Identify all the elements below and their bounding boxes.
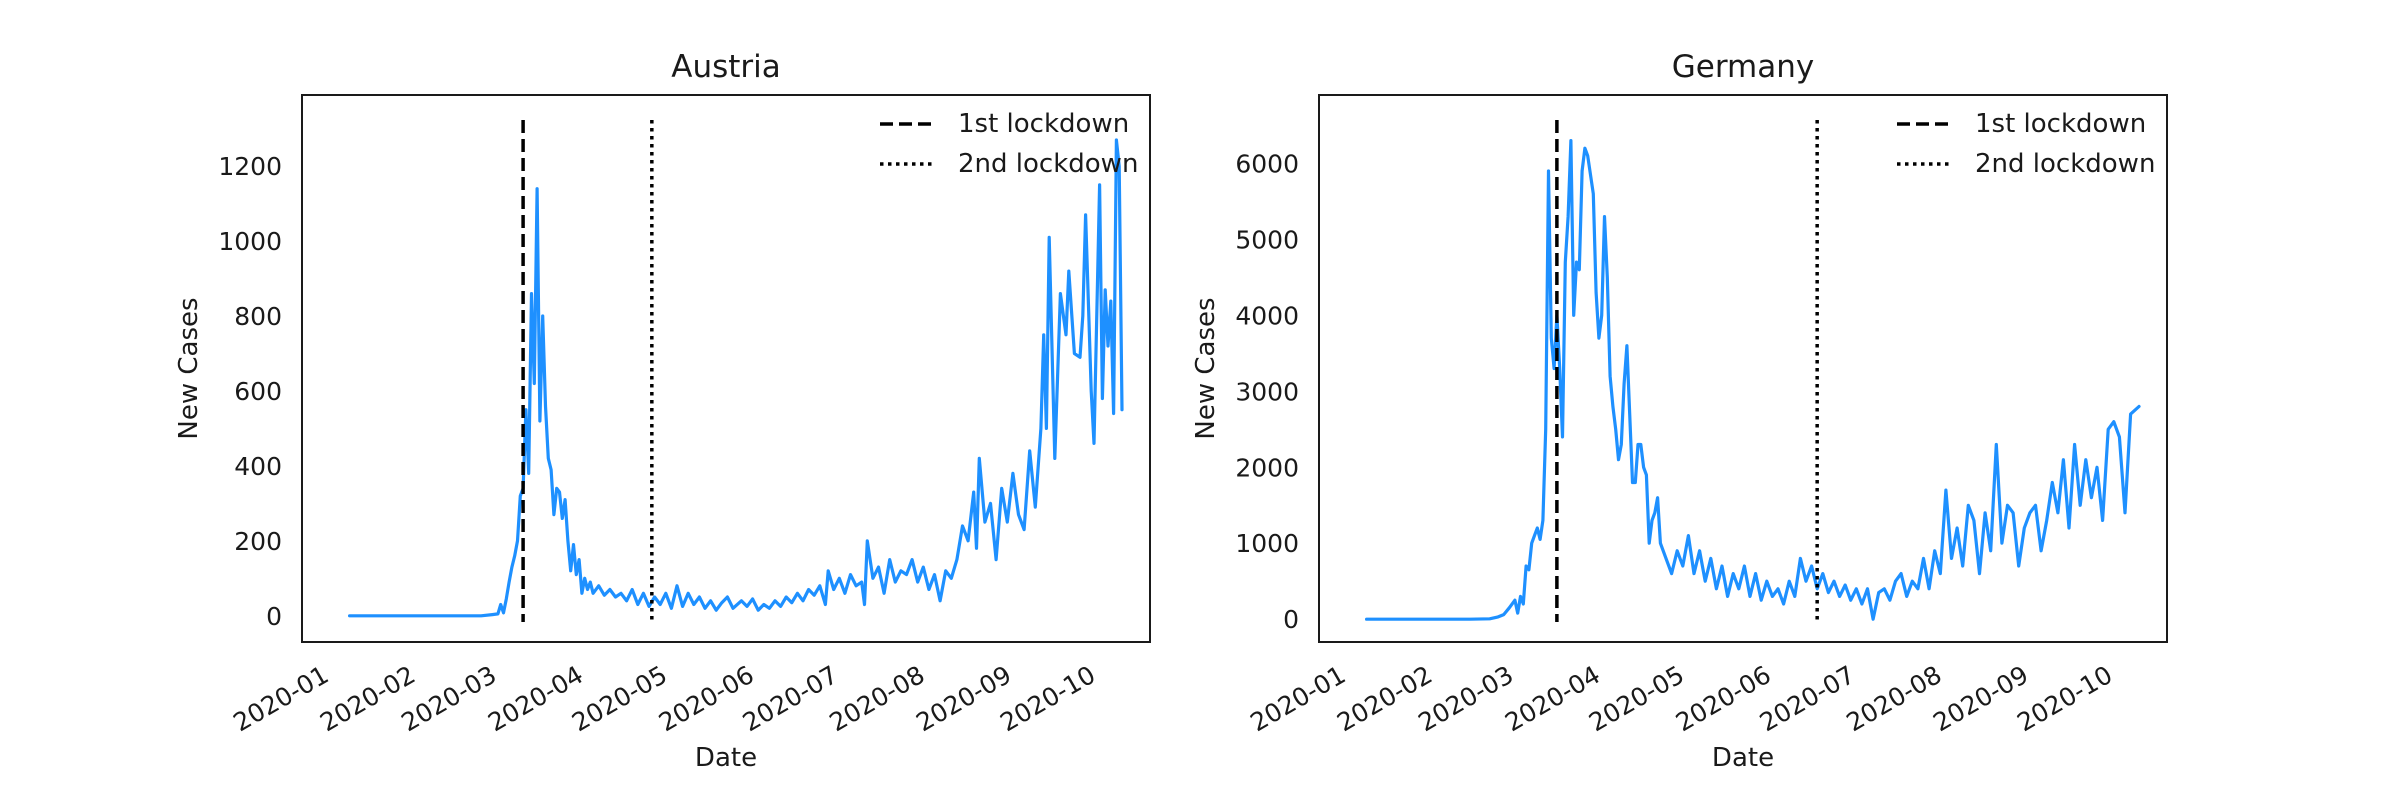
y-tick-label: 600 xyxy=(234,377,282,406)
chart-title: Germany xyxy=(1672,49,1814,85)
y-tick-label: 400 xyxy=(234,452,282,481)
legend: 1st lockdown 2nd lockdown xyxy=(880,109,1138,179)
y-tick-label: 0 xyxy=(266,602,282,631)
chart-title: Austria xyxy=(671,49,781,85)
series-line xyxy=(348,138,1124,618)
y-tick-label: 200 xyxy=(234,527,282,556)
legend-label: 2nd lockdown xyxy=(1975,149,2155,179)
legend-label: 1st lockdown xyxy=(958,109,1129,139)
austria-chart: Austria 0 200 400 600 800 1000 1200 2020-01 2020-… xyxy=(174,49,1151,773)
y-tick-label: 1200 xyxy=(218,152,282,181)
y-tick-label: 6000 xyxy=(1235,149,1299,178)
x-tick-label: 2020-08 xyxy=(825,660,930,737)
x-tick-label: 2020-10 xyxy=(2012,660,2117,737)
x-tick-label: 2020-07 xyxy=(1755,660,1860,737)
x-tick-label: 2020-01 xyxy=(1245,660,1350,737)
x-tick-label: 2020-06 xyxy=(654,660,759,737)
series-line xyxy=(1364,139,2141,621)
legend-label: 1st lockdown xyxy=(1975,109,2146,139)
x-tick-label: 2020-04 xyxy=(1500,660,1605,737)
legend-label: 2nd lockdown xyxy=(958,149,1138,179)
y-tick-label: 800 xyxy=(234,302,282,331)
y-tick-label: 2000 xyxy=(1235,453,1299,482)
x-tick-label: 2020-10 xyxy=(995,660,1100,737)
y-tick-label: 0 xyxy=(1283,605,1299,634)
plot-frame xyxy=(1318,94,2168,643)
x-axis-label: Date xyxy=(695,743,757,773)
x-axis-label: Date xyxy=(1712,743,1774,773)
x-tick-label: 2020-09 xyxy=(911,660,1016,737)
germany-chart: Germany 0 1000 2000 3000 4000 5000 6000 2020-01 2… xyxy=(1191,49,2168,773)
y-tick-label: 1000 xyxy=(1235,529,1299,558)
y-axis-label: New Cases xyxy=(174,297,204,439)
x-tick-label: 2020-06 xyxy=(1671,660,1776,737)
x-tick-label: 2020-08 xyxy=(1842,660,1947,737)
legend: 1st lockdown 2nd lockdown xyxy=(1897,109,2155,179)
plot-frame xyxy=(301,94,1151,643)
x-tick-label: 2020-01 xyxy=(228,660,333,737)
x-tick-label: 2020-09 xyxy=(1928,660,2033,737)
x-tick-label: 2020-05 xyxy=(1584,660,1689,737)
x-tick-label: 2020-05 xyxy=(567,660,672,737)
y-tick-label: 4000 xyxy=(1235,301,1299,330)
x-tick-label: 2020-04 xyxy=(483,660,588,737)
y-tick-label: 3000 xyxy=(1235,377,1299,406)
y-axis-label: New Cases xyxy=(1191,297,1221,439)
y-tick-label: 1000 xyxy=(218,227,282,256)
x-tick-label: 2020-07 xyxy=(738,660,843,737)
y-tick-label: 5000 xyxy=(1235,225,1299,254)
